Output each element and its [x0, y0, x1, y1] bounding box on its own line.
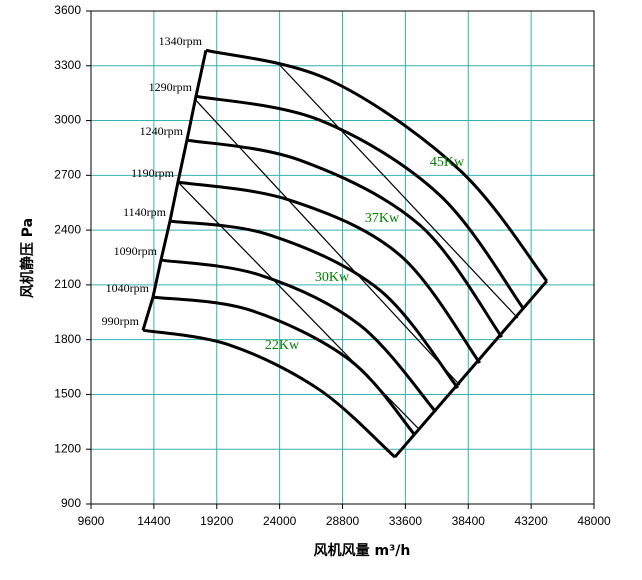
boundary: [141, 49, 208, 331]
y-axis-label: 风机静压 Pa: [19, 218, 36, 298]
rpm-curve: [152, 295, 416, 436]
x-axis-label: 风机风量 m³/h: [314, 542, 411, 559]
y-tick-label: 3600: [54, 3, 81, 17]
x-tick-label: 14400: [137, 514, 171, 528]
x-tick-label: 24000: [263, 514, 297, 528]
power-label: 22Kw: [265, 338, 300, 353]
power-label: 37Kw: [365, 211, 400, 226]
x-tick-label: 28800: [326, 514, 360, 528]
rpm-label: 990rpm: [102, 314, 140, 328]
rpm-label: 1090rpm: [114, 244, 158, 258]
rpm-curve: [205, 48, 548, 282]
rpm-curve: [186, 138, 504, 338]
plot-frame: [90, 10, 595, 505]
x-tick-label: 43200: [514, 514, 548, 528]
boundary: [393, 280, 548, 459]
x-tick-label: 9600: [78, 514, 105, 528]
rpm-label: 1290rpm: [149, 80, 193, 94]
rpm-label: 1040rpm: [106, 281, 150, 295]
x-tick-label: 19200: [200, 514, 234, 528]
y-tick-label: 2100: [54, 277, 81, 291]
y-tick-label: 3300: [54, 58, 81, 72]
rpm-curve: [160, 258, 437, 413]
y-tick-label: 1800: [54, 332, 81, 346]
y-tick-label: 2400: [54, 222, 81, 236]
rpm-curve: [177, 180, 482, 364]
y-tick-label: 1200: [54, 441, 81, 455]
rpm-label: 1240rpm: [140, 124, 184, 138]
y-tick-label: 900: [61, 496, 81, 510]
y-tick-label: 1500: [54, 387, 81, 401]
rpm-label: 1190rpm: [131, 166, 175, 180]
power-line: [279, 64, 519, 319]
rpm-curve: [169, 219, 460, 389]
rpm-label: 1340rpm: [159, 34, 203, 48]
rpm-curve: [195, 94, 526, 311]
rpm-curve: [142, 328, 396, 459]
power-line: [195, 99, 461, 386]
rpm-label: 1140rpm: [123, 205, 167, 219]
x-tick-label: 33600: [389, 514, 423, 528]
y-tick-label: 3000: [54, 113, 81, 127]
power-line: [177, 181, 421, 431]
x-tick-label: 38400: [452, 514, 486, 528]
x-tick-label: 48000: [577, 514, 611, 528]
power-label: 30Kw: [315, 270, 350, 285]
power-label: 45Kw: [430, 155, 465, 170]
y-tick-label: 2700: [54, 168, 81, 182]
